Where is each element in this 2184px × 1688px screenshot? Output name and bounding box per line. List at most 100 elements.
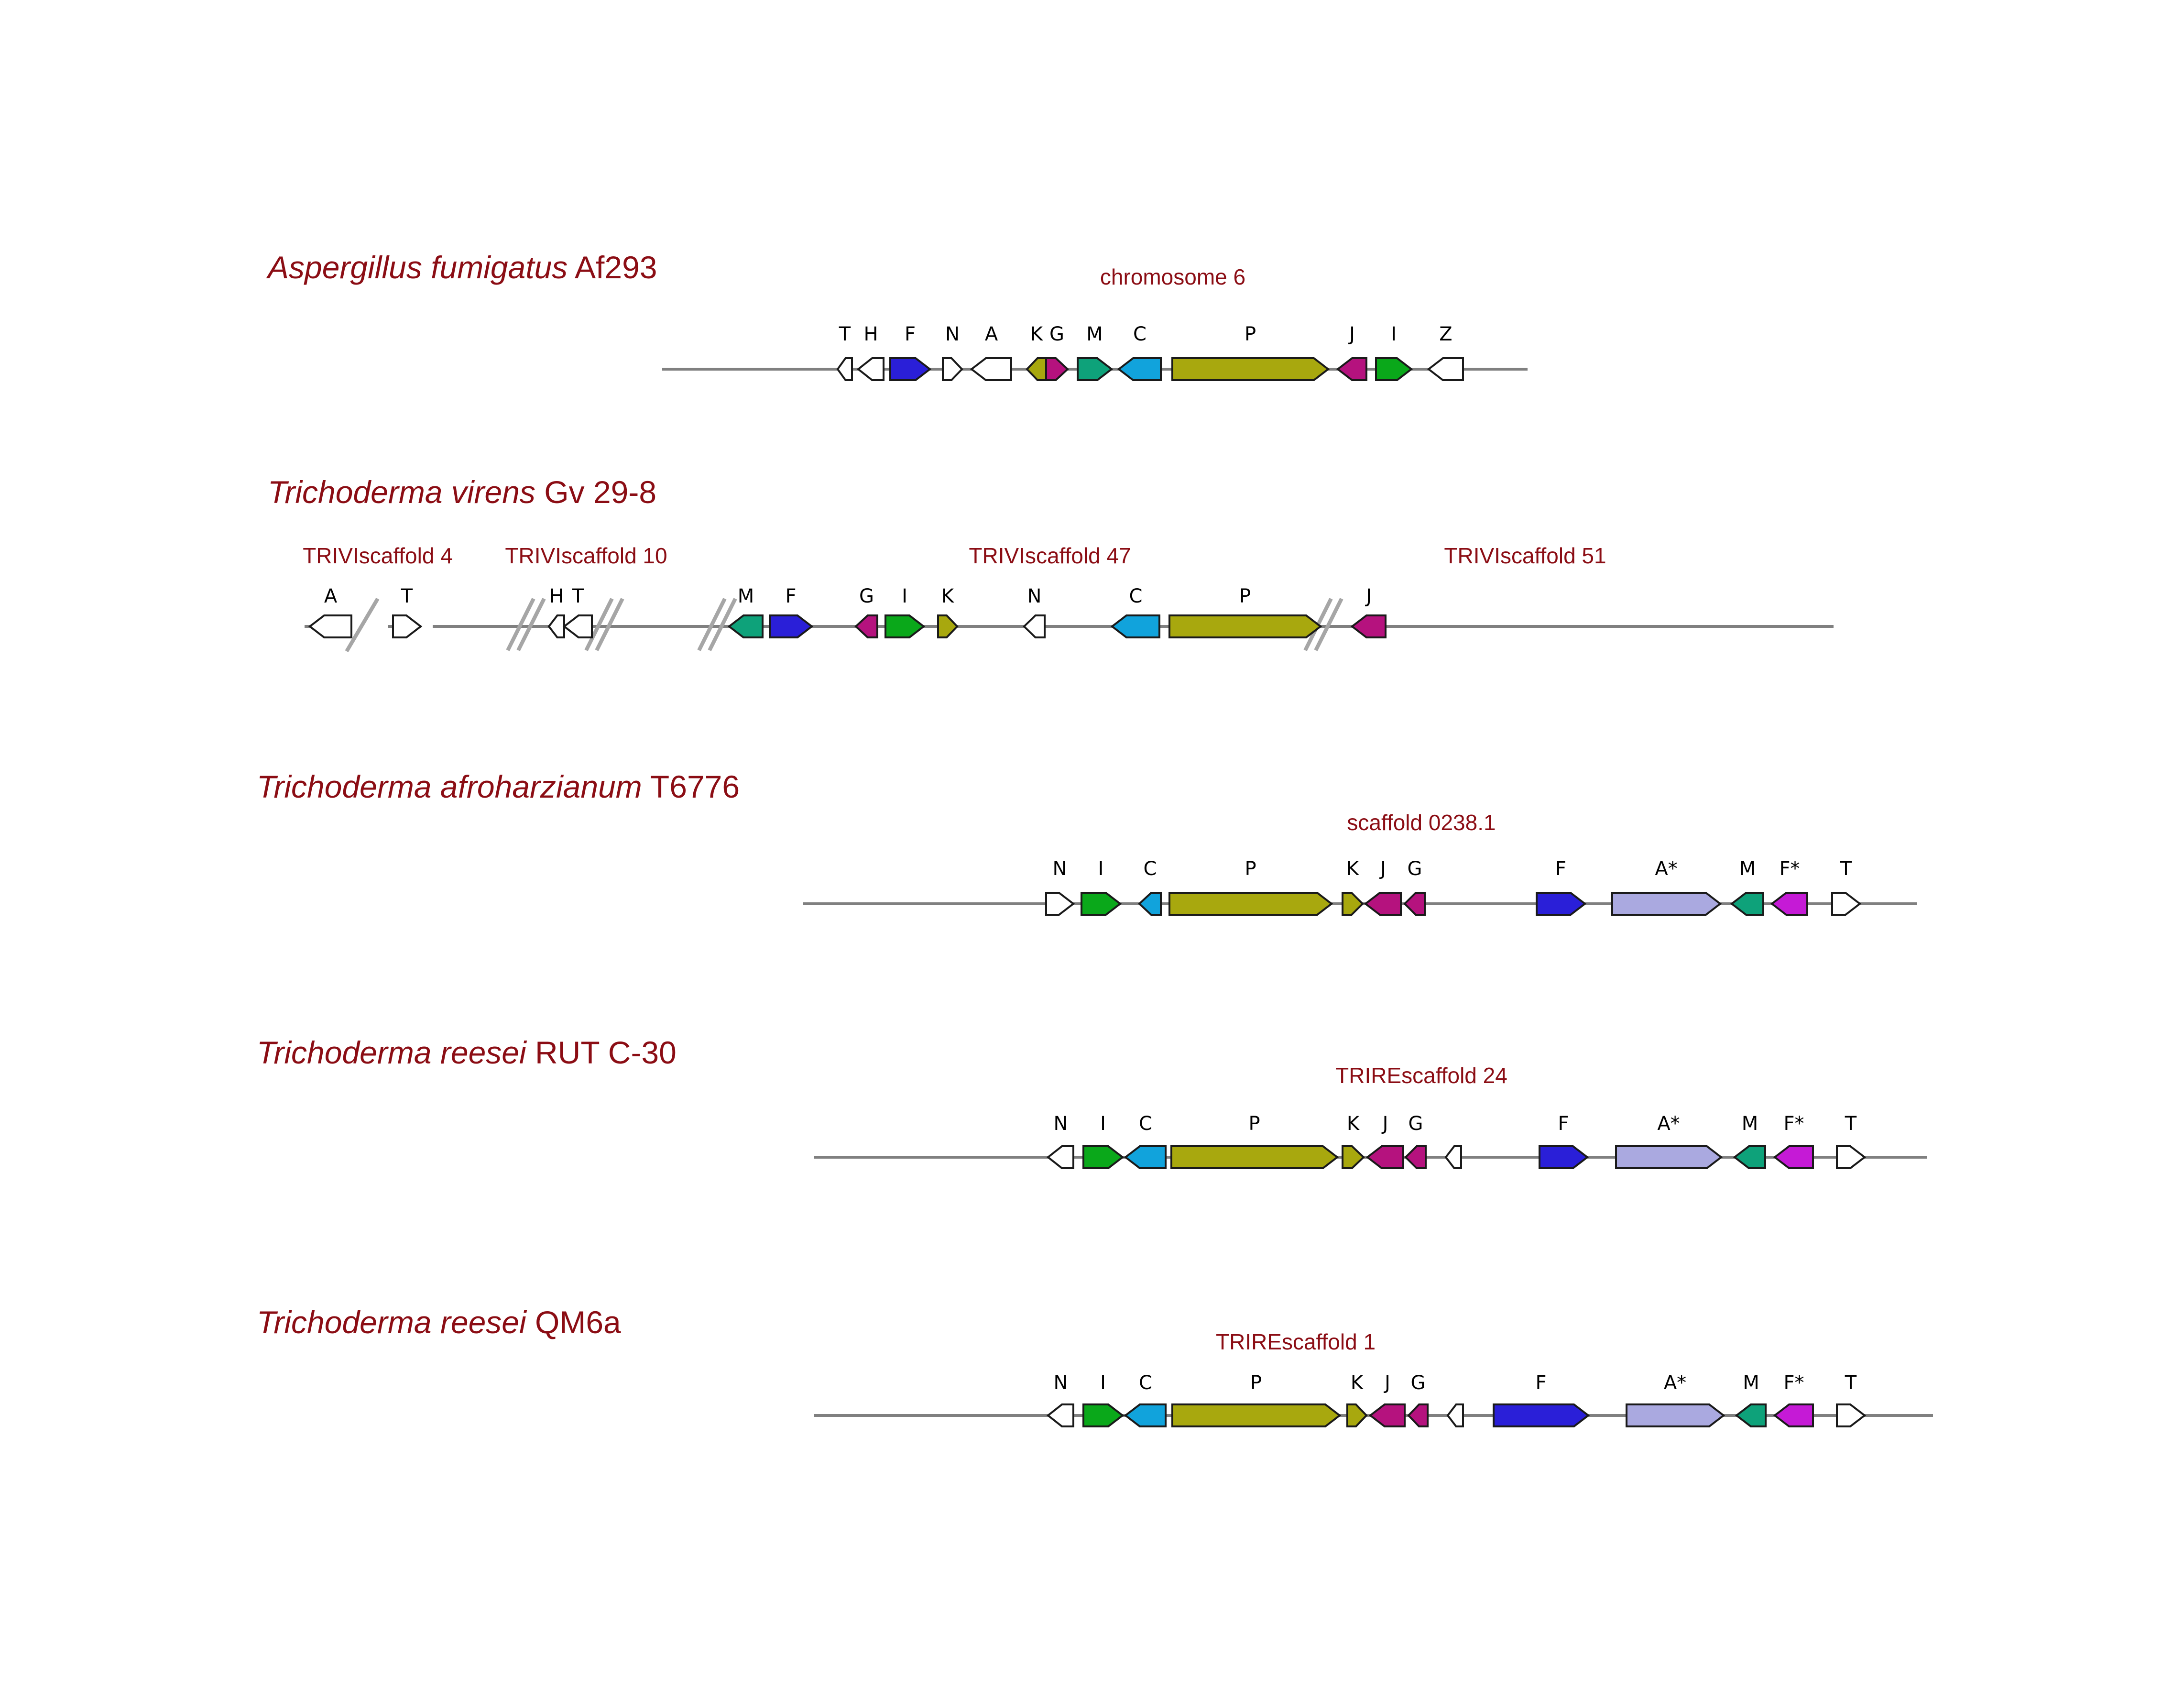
species-name: Trichoderma virens Gv 29-8 bbox=[268, 474, 656, 510]
gene-arrow-M bbox=[727, 614, 764, 638]
gene-label: K bbox=[1346, 858, 1360, 880]
gene-arrow-K bbox=[1026, 357, 1047, 381]
gene-arrow-H bbox=[547, 614, 565, 638]
gene-label: F* bbox=[1783, 1113, 1804, 1135]
gene-label: G bbox=[1411, 1372, 1426, 1394]
gene-arrow-M bbox=[1735, 1403, 1767, 1427]
gene-arrow-P bbox=[1170, 1145, 1339, 1169]
scaffold-break-mark bbox=[1314, 598, 1343, 651]
gene-label: T bbox=[839, 323, 851, 345]
gene-arrow-P bbox=[1168, 892, 1333, 916]
gene-arrow-F bbox=[889, 357, 932, 381]
gene-label: J bbox=[1365, 585, 1372, 607]
gene-arrow-M bbox=[1730, 892, 1764, 916]
gene-arrow-T bbox=[562, 614, 593, 638]
gene-arrow-T bbox=[836, 357, 853, 381]
gene-label: M bbox=[738, 585, 754, 607]
species-strain: QM6a bbox=[535, 1304, 621, 1340]
gene-label: F* bbox=[1783, 1372, 1804, 1394]
gene-arrow-J bbox=[1365, 1145, 1404, 1169]
scaffold-break-mark bbox=[345, 597, 380, 653]
gene-label: I bbox=[1391, 323, 1397, 345]
track-aspergillus-fumigatus: Aspergillus fumigatus Af293 chromosome 6 bbox=[266, 250, 1528, 371]
gene-label: N bbox=[1054, 1113, 1068, 1135]
gene-label: J bbox=[1348, 323, 1355, 345]
species-name: Trichoderma reesei RUT C-30 bbox=[257, 1035, 677, 1070]
species-italic: Trichoderma virens bbox=[268, 474, 535, 510]
gene-label: A* bbox=[1657, 1113, 1680, 1135]
gene-arrow-J bbox=[1350, 614, 1387, 638]
gene-arrow-A-star bbox=[1611, 892, 1722, 916]
gene-arrow-G bbox=[1407, 1403, 1429, 1427]
gene-label: T bbox=[1845, 1372, 1857, 1394]
gene-label: H bbox=[863, 323, 878, 345]
species-name: Aspergillus fumigatus Af293 bbox=[266, 250, 657, 285]
species-strain: RUT C-30 bbox=[535, 1035, 677, 1070]
scaffold-label: TRIVIscaffold 10 bbox=[505, 543, 667, 568]
gene-label: N bbox=[945, 323, 960, 345]
gene-label: C bbox=[1129, 585, 1143, 607]
species-strain: Af293 bbox=[575, 250, 657, 285]
gene-arrow-I bbox=[1375, 357, 1413, 381]
scaffold-label: chromosome 6 bbox=[1100, 264, 1245, 289]
gene-arrow-T bbox=[392, 614, 423, 638]
gene-arrow-A-star bbox=[1615, 1145, 1723, 1169]
gene-arrow-T bbox=[1836, 1145, 1867, 1169]
scaffold-break-mark bbox=[708, 598, 737, 651]
gene-label: P bbox=[1245, 858, 1256, 880]
gene-label: M bbox=[1739, 858, 1756, 880]
gene-arrow-G bbox=[1404, 1145, 1427, 1169]
gene-label: Z bbox=[1439, 323, 1452, 345]
gene-label: P bbox=[1248, 1113, 1260, 1135]
gene-arrow-F bbox=[1536, 892, 1587, 916]
gene-arrow bbox=[1446, 1403, 1464, 1427]
gene-arrow-J bbox=[1368, 1403, 1406, 1427]
scaffold-break-mark bbox=[697, 598, 727, 651]
gene-label: G bbox=[1409, 1113, 1423, 1135]
scaffold-label: TRIVIscaffold 47 bbox=[969, 543, 1131, 568]
gene-arrow-M bbox=[1733, 1145, 1766, 1169]
gene-arrow-I bbox=[1082, 1403, 1125, 1427]
gene-arrow-T bbox=[1831, 892, 1862, 916]
gene-label: J bbox=[1383, 1372, 1390, 1394]
gene-label: M bbox=[1743, 1372, 1759, 1394]
gene-label: A bbox=[985, 323, 998, 345]
track-trichoderma-reesei-qm6a: Trichoderma reesei QM6a TRIREscaffold 1 bbox=[257, 1304, 1933, 1417]
gene-label: T bbox=[1840, 858, 1852, 880]
scaffold-label: TRIVIscaffold 4 bbox=[303, 543, 453, 568]
gene-label: P bbox=[1245, 323, 1256, 345]
gene-label: T bbox=[1845, 1113, 1857, 1135]
scaffold-break-mark bbox=[584, 598, 614, 651]
gene-label: F bbox=[1535, 1372, 1546, 1394]
gene-arrow-K bbox=[1342, 892, 1364, 916]
gene-arrow-N bbox=[1046, 1145, 1074, 1169]
gene-arrow-G bbox=[1403, 892, 1426, 916]
gene-label: K bbox=[1351, 1372, 1364, 1394]
species-italic: Trichoderma reesei bbox=[257, 1035, 527, 1070]
gene-label: A* bbox=[1655, 858, 1677, 880]
gene-arrow-K bbox=[1342, 1145, 1365, 1169]
gene-arrow-C bbox=[1124, 1145, 1167, 1169]
gene-arrow-F-star bbox=[1770, 892, 1808, 916]
gene-arrow-A-star bbox=[1626, 1403, 1725, 1427]
gene-label: N bbox=[1027, 585, 1042, 607]
gene-label: F bbox=[1558, 1113, 1569, 1135]
gene-label: C bbox=[1144, 858, 1157, 880]
species-strain: Gv 29-8 bbox=[544, 474, 656, 510]
gene-label: C bbox=[1133, 323, 1147, 345]
gene-label: J bbox=[1379, 858, 1386, 880]
gene-label: G bbox=[1049, 323, 1064, 345]
gene-label: T bbox=[401, 585, 413, 607]
scaffold-label: TRIVIscaffold 51 bbox=[1444, 543, 1606, 568]
gene-label: C bbox=[1139, 1372, 1152, 1394]
gene-arrow-N bbox=[1046, 1403, 1074, 1427]
gene-label: A* bbox=[1664, 1372, 1686, 1394]
gene-arrow-C bbox=[1110, 614, 1160, 638]
gene-label: M bbox=[1086, 323, 1103, 345]
gene-label: I bbox=[1100, 1113, 1106, 1135]
species-italic: Aspergillus fumigatus bbox=[266, 250, 568, 285]
track-trichoderma-reesei-rut-c30: Trichoderma reesei RUT C-30 TRIREscaffol… bbox=[257, 1035, 1927, 1159]
gene-arrow-F-star bbox=[1773, 1145, 1814, 1169]
species-italic: Trichoderma reesei bbox=[257, 1304, 527, 1340]
gene-label: I bbox=[902, 585, 907, 607]
